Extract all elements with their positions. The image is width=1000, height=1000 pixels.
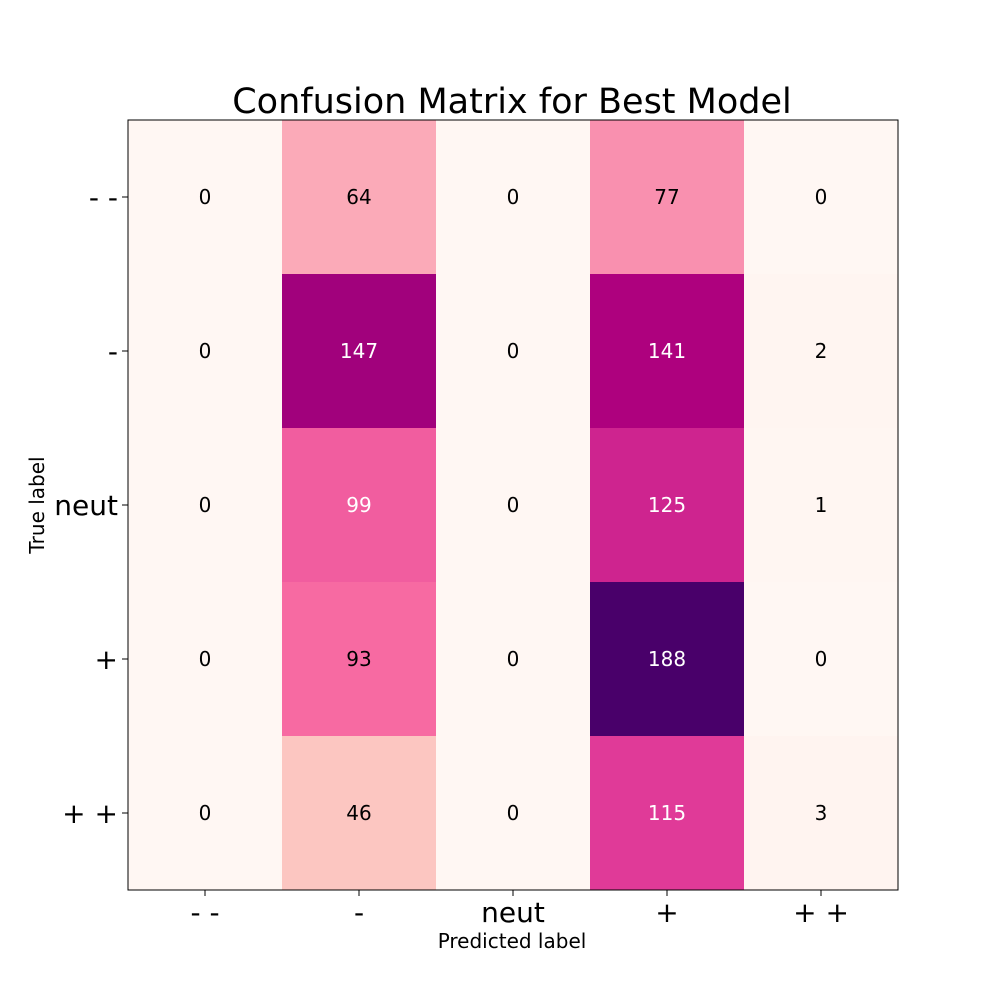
cell-value-label: 93 bbox=[346, 647, 371, 671]
x-axis-ticks: - - - neut + + + bbox=[190, 890, 849, 929]
x-tick-label: - bbox=[354, 896, 364, 929]
heatmap-cell bbox=[590, 428, 745, 583]
y-axis-label: True label bbox=[25, 456, 49, 554]
cell-value-label: 0 bbox=[199, 647, 212, 671]
heatmap-cell bbox=[436, 274, 591, 429]
cell-value-label: 0 bbox=[507, 339, 520, 363]
heatmap-cell-labels: 0 64 0 77 0 0 147 0 141 2 0 99 0 125 1 0 93 0 188 0 0 46 0 115 3 bbox=[199, 185, 828, 825]
heatmap-cell bbox=[436, 582, 591, 737]
cell-value-label: 147 bbox=[340, 339, 378, 363]
cell-value-label: 0 bbox=[507, 801, 520, 825]
heatmap-cell bbox=[128, 582, 283, 737]
y-tick-label: + bbox=[95, 643, 118, 676]
y-tick-label: + + bbox=[62, 797, 118, 830]
cell-value-label: 0 bbox=[507, 493, 520, 517]
heatmap-cell bbox=[590, 120, 745, 275]
heatmap-cell bbox=[128, 274, 283, 429]
cell-value-label: 115 bbox=[648, 801, 686, 825]
cell-value-label: 0 bbox=[815, 185, 828, 209]
cell-value-label: 99 bbox=[346, 493, 371, 517]
cell-value-label: 0 bbox=[199, 801, 212, 825]
cell-value-label: 77 bbox=[654, 185, 679, 209]
cell-value-label: 0 bbox=[507, 185, 520, 209]
heatmap-cell bbox=[128, 120, 283, 275]
heatmap-cell bbox=[590, 274, 745, 429]
cell-value-label: 46 bbox=[346, 801, 371, 825]
y-tick-label: neut bbox=[54, 489, 118, 522]
heatmap-cell bbox=[128, 428, 283, 583]
heatmap-cell bbox=[744, 428, 899, 583]
y-tick-label: - bbox=[108, 335, 118, 368]
cell-value-label: 0 bbox=[507, 647, 520, 671]
heatmap-cell bbox=[744, 274, 899, 429]
heatmap-cell bbox=[436, 120, 591, 275]
cell-value-label: 125 bbox=[648, 493, 686, 517]
cell-value-label: 141 bbox=[648, 339, 686, 363]
heatmap-cell bbox=[282, 582, 437, 737]
heatmap-cell bbox=[282, 274, 437, 429]
cell-value-label: 0 bbox=[815, 647, 828, 671]
cell-value-label: 0 bbox=[199, 339, 212, 363]
cell-value-label: 0 bbox=[199, 185, 212, 209]
cell-value-label: 2 bbox=[815, 339, 828, 363]
chart-title: Confusion Matrix for Best Model bbox=[232, 82, 792, 122]
heatmap-cell bbox=[282, 736, 437, 891]
heatmap-cell bbox=[744, 120, 899, 275]
cell-value-label: 64 bbox=[346, 185, 371, 209]
y-tick-label: - - bbox=[89, 181, 118, 214]
x-tick-label: + bbox=[655, 896, 678, 929]
x-tick-label: + + bbox=[793, 896, 849, 929]
heatmap-cell bbox=[590, 736, 745, 891]
heatmap-cell bbox=[128, 736, 283, 891]
cell-value-label: 0 bbox=[199, 493, 212, 517]
x-tick-label: - - bbox=[190, 896, 219, 929]
cell-value-label: 188 bbox=[648, 647, 686, 671]
cell-value-label: 1 bbox=[815, 493, 828, 517]
heatmap-cell bbox=[436, 736, 591, 891]
heatmap-cell bbox=[436, 428, 591, 583]
heatmap-cell bbox=[590, 582, 745, 737]
heatmap-cell bbox=[282, 428, 437, 583]
heatmap-cells bbox=[128, 120, 899, 891]
x-axis-label: Predicted label bbox=[438, 929, 587, 953]
heatmap-cell bbox=[282, 120, 437, 275]
heatmap-cell bbox=[744, 736, 899, 891]
heatmap-cell bbox=[744, 582, 899, 737]
cell-value-label: 3 bbox=[815, 801, 828, 825]
x-tick-label: neut bbox=[481, 896, 545, 929]
y-axis-ticks: - - - neut + + + bbox=[54, 181, 128, 830]
